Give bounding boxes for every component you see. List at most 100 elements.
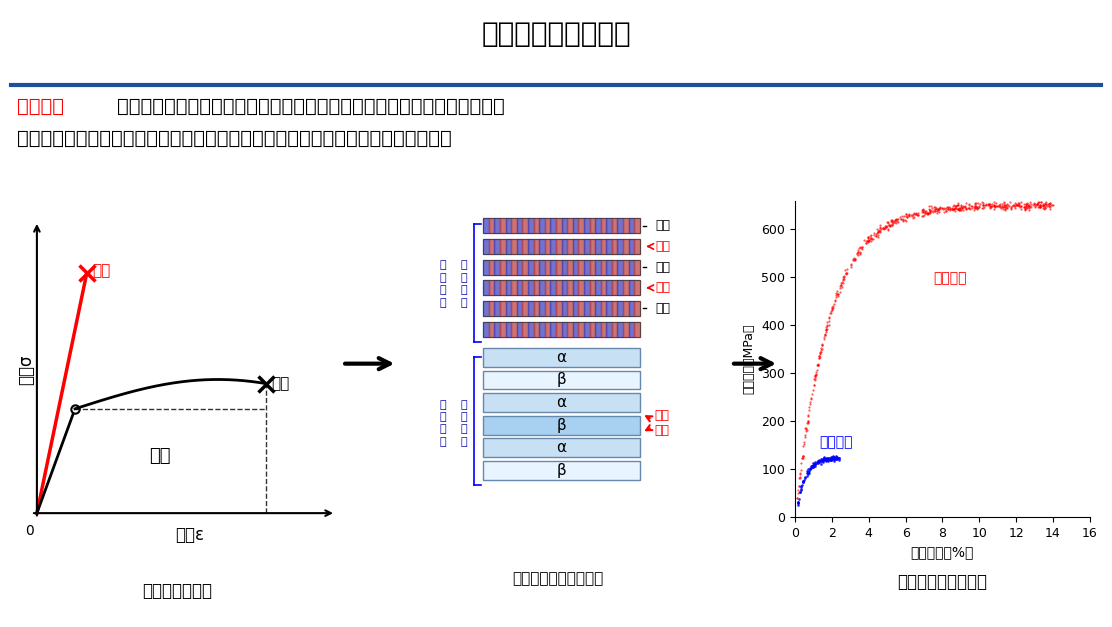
- Point: [953, 203, 971, 213]
- Point: [802, 393, 820, 403]
- Point: [1016, 202, 1034, 212]
- Point: [1031, 198, 1049, 208]
- Point: [815, 334, 833, 344]
- Bar: [595, 322, 600, 337]
- Point: [848, 248, 866, 258]
- Bar: [534, 239, 539, 254]
- Bar: [567, 218, 573, 233]
- Point: [813, 340, 831, 350]
- Point: [921, 208, 939, 218]
- Point: [818, 455, 836, 465]
- Point: [818, 455, 836, 465]
- Point: [861, 234, 878, 244]
- Point: [825, 453, 843, 463]
- Point: [932, 203, 950, 213]
- Point: [804, 458, 822, 468]
- Point: [1029, 200, 1046, 210]
- Bar: [567, 239, 573, 254]
- Point: [1031, 201, 1049, 211]
- Point: [1026, 200, 1044, 210]
- Bar: [517, 301, 523, 316]
- Point: [826, 296, 844, 306]
- Point: [860, 238, 877, 248]
- Point: [853, 242, 871, 252]
- Bar: [556, 239, 562, 254]
- Bar: [606, 280, 612, 295]
- Point: [877, 223, 895, 233]
- Point: [835, 274, 853, 284]
- Point: [825, 456, 843, 466]
- Point: [969, 203, 986, 213]
- Point: [855, 235, 873, 245]
- Point: [811, 347, 828, 357]
- Point: [946, 206, 964, 216]
- Point: [1006, 198, 1024, 208]
- Point: [1017, 203, 1035, 213]
- Point: [811, 457, 828, 467]
- Bar: [506, 218, 512, 233]
- Point: [963, 201, 981, 211]
- Point: [795, 440, 813, 450]
- Point: [804, 385, 822, 395]
- Point: [1006, 201, 1024, 211]
- Point: [976, 201, 994, 211]
- Point: [807, 370, 825, 380]
- Point: [807, 458, 825, 468]
- Point: [944, 201, 962, 211]
- Point: [950, 200, 967, 210]
- Point: [945, 201, 963, 211]
- Point: [939, 203, 956, 213]
- Point: [939, 204, 956, 214]
- Bar: [567, 260, 573, 275]
- Point: [795, 476, 813, 486]
- Point: [954, 201, 972, 211]
- Point: [940, 202, 957, 212]
- Bar: [523, 239, 528, 254]
- Point: [983, 202, 1001, 212]
- Point: [897, 209, 915, 219]
- Point: [881, 221, 898, 231]
- Point: [909, 210, 926, 220]
- Point: [992, 201, 1010, 211]
- Point: [792, 465, 810, 475]
- Bar: [612, 260, 617, 275]
- Point: [806, 461, 824, 472]
- Point: [922, 201, 940, 211]
- Point: [791, 470, 808, 480]
- Point: [1020, 204, 1037, 214]
- Point: [1036, 203, 1054, 213]
- Point: [803, 462, 821, 472]
- Point: [805, 381, 823, 391]
- Bar: [539, 322, 545, 337]
- Point: [925, 206, 943, 216]
- Point: [812, 343, 830, 353]
- Point: [941, 203, 959, 213]
- Bar: [484, 260, 489, 275]
- Point: [1021, 198, 1039, 208]
- Point: [937, 206, 955, 216]
- Point: [985, 200, 1003, 210]
- Point: [926, 206, 944, 216]
- Bar: [512, 280, 517, 295]
- Point: [937, 202, 955, 212]
- Point: [792, 468, 810, 478]
- Point: [916, 206, 934, 216]
- Point: [834, 278, 852, 288]
- Point: [1013, 201, 1031, 211]
- Bar: [550, 218, 556, 233]
- Point: [860, 236, 877, 246]
- Point: [800, 467, 817, 477]
- Point: [806, 371, 824, 381]
- Point: [1035, 200, 1053, 210]
- Point: [803, 461, 821, 472]
- Bar: [495, 239, 500, 254]
- Point: [863, 234, 881, 244]
- Point: [960, 203, 977, 213]
- Point: [947, 201, 965, 211]
- Point: [947, 204, 965, 214]
- Point: [993, 203, 1011, 213]
- Point: [874, 223, 892, 233]
- Point: [982, 201, 1000, 211]
- Bar: [628, 322, 634, 337]
- Point: [996, 203, 1014, 213]
